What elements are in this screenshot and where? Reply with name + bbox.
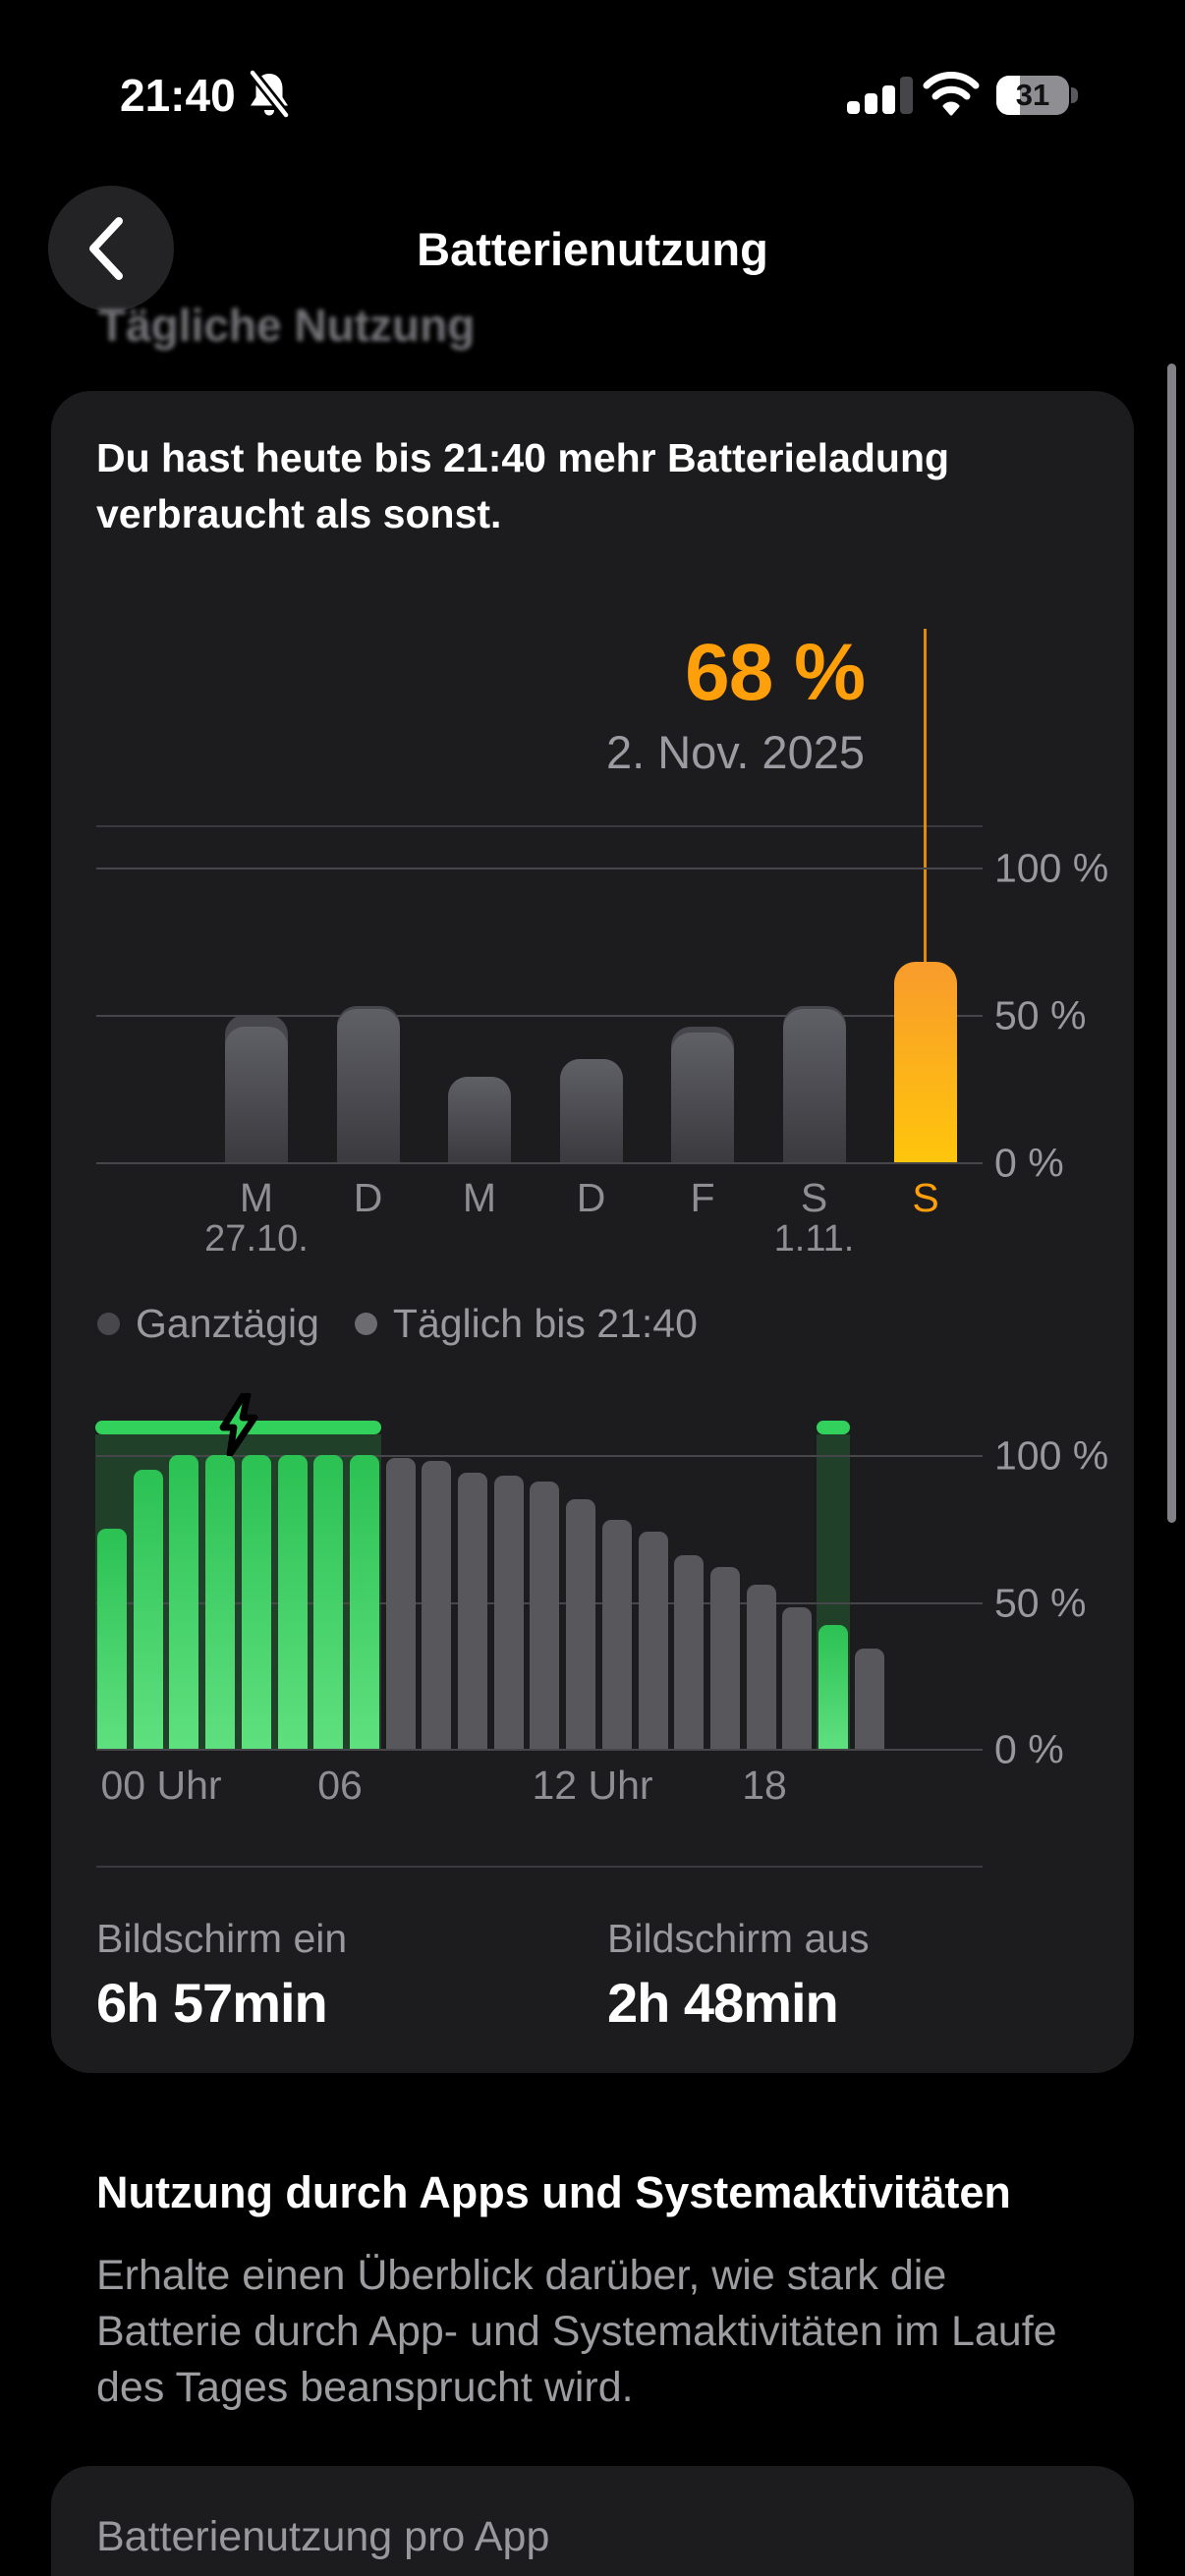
hourly-level-bar[interactable] xyxy=(854,1649,884,1749)
hourly-level-bar-charging[interactable] xyxy=(241,1455,271,1749)
selected-day-date: 2. Nov. 2025 xyxy=(605,726,865,778)
selection-indicator-line xyxy=(924,629,927,963)
battery-percent-value: 31 xyxy=(1015,78,1050,112)
hourly-level-bar-charging[interactable] xyxy=(277,1455,308,1749)
hour-axis-label: 18 xyxy=(742,1763,787,1808)
hourly-level-bar-charging[interactable] xyxy=(133,1469,163,1749)
weekly-bar-until-now[interactable] xyxy=(671,1033,734,1162)
status-clock: 21:40 xyxy=(120,70,236,121)
status-bar: 21:40 31 xyxy=(0,0,1185,138)
hourly-level-bar[interactable] xyxy=(458,1472,487,1749)
hourly-level-bar[interactable] xyxy=(530,1481,560,1749)
weekly-bar-until-now[interactable] xyxy=(448,1077,511,1162)
hourly-level-bar[interactable] xyxy=(493,1475,524,1749)
day-label: M xyxy=(239,1175,274,1220)
section-header-taegliche-nutzung: Tägliche Nutzung xyxy=(98,300,476,351)
hour-axis-label: 06 xyxy=(317,1763,363,1808)
day-label: M xyxy=(462,1175,497,1220)
divider xyxy=(96,1866,983,1868)
legend-item-full-day: Ganztägig xyxy=(97,1301,319,1347)
gridline xyxy=(96,1015,983,1017)
screen-off-label: Bildschirm aus xyxy=(607,1916,870,1961)
screen-on-label: Bildschirm ein xyxy=(96,1916,348,1961)
day-label: D xyxy=(576,1175,606,1220)
back-button[interactable] xyxy=(48,186,174,311)
hourly-level-bar[interactable] xyxy=(601,1519,632,1749)
date-label: 1.11. xyxy=(773,1218,855,1260)
apps-section-heading: Nutzung durch Apps und Systemaktivitäten xyxy=(96,2167,1011,2217)
battery-status-icon: 31 xyxy=(996,76,1079,115)
hourly-level-bar[interactable] xyxy=(746,1584,776,1749)
hour-axis-label: 00 Uhr xyxy=(100,1763,222,1808)
legend-dot-until-now xyxy=(354,1313,377,1335)
date-label: 27.10. xyxy=(204,1218,309,1260)
hourly-level-bar[interactable] xyxy=(566,1498,596,1749)
cellular-signal-icon xyxy=(847,75,916,114)
battery-level-chart[interactable]: 100 % 50 % 0 % 00 Uhr 06 12 Uhr 18 xyxy=(51,391,1134,2073)
notifications-silenced-icon xyxy=(244,69,295,120)
screen-on-value: 6h 57min xyxy=(96,1972,328,2034)
y-axis-tick-label: 100 % xyxy=(994,1432,1109,1479)
y-axis-tick-label: 0 % xyxy=(994,1140,1064,1186)
battery-usage-per-app-card[interactable]: Batterienutzung pro App xyxy=(51,2466,1134,2576)
hourly-level-bar[interactable] xyxy=(422,1460,452,1749)
hourly-level-bar[interactable] xyxy=(385,1457,416,1749)
daily-usage-card: Du hast heute bis 21:40 mehr Batterielad… xyxy=(51,391,1134,2073)
hourly-level-bar[interactable] xyxy=(674,1554,705,1749)
legend-item-until-now: Täglich bis 21:40 xyxy=(354,1301,698,1347)
screen-off-value: 2h 48min xyxy=(607,1972,839,2034)
usage-summary-text: Du hast heute bis 21:40 mehr Batterielad… xyxy=(96,435,950,536)
hourly-level-bar[interactable] xyxy=(638,1531,668,1749)
y-axis-tick-label: 0 % xyxy=(994,1726,1064,1772)
chevron-left-icon xyxy=(89,217,123,280)
gridline xyxy=(96,868,983,869)
hourly-level-bar-charging[interactable] xyxy=(169,1455,199,1749)
hourly-level-bar-charging[interactable] xyxy=(97,1528,127,1749)
hourly-level-bar[interactable] xyxy=(709,1566,740,1749)
hourly-level-bar-charging[interactable] xyxy=(349,1455,379,1749)
weekly-usage-chart[interactable]: 100 % 50 % 0 % M 27.10. D M D F S 1.11. S xyxy=(51,391,1134,2073)
gridline xyxy=(96,1749,983,1751)
y-axis-tick-label: 50 % xyxy=(994,992,1087,1038)
weekly-bar-until-now[interactable] xyxy=(782,1009,846,1162)
y-axis-tick-label: 100 % xyxy=(994,845,1109,891)
weekly-bar-until-now[interactable] xyxy=(559,1059,623,1162)
charging-bolt-icon xyxy=(215,1391,262,1458)
hourly-level-bar-charging[interactable] xyxy=(818,1625,848,1749)
weekly-bar-until-now[interactable] xyxy=(225,1027,288,1162)
hourly-level-bar-charging[interactable] xyxy=(205,1455,236,1749)
hourly-level-bar[interactable] xyxy=(782,1607,813,1749)
day-label: S xyxy=(912,1175,939,1220)
selected-day-percent: 68 % xyxy=(685,628,866,717)
charging-period-capsule xyxy=(817,1421,850,1434)
hourly-level-bar-charging[interactable] xyxy=(313,1455,344,1749)
chart-legend: Ganztägig Täglich bis 21:40 xyxy=(97,1301,698,1347)
page-title: Batterienutzung xyxy=(417,223,768,275)
day-label: S xyxy=(800,1175,828,1220)
y-axis-tick-label: 50 % xyxy=(994,1580,1087,1625)
battery-usage-per-app-title: Batterienutzung pro App xyxy=(96,2513,550,2560)
gridline xyxy=(96,1162,983,1164)
gridline xyxy=(96,1455,983,1457)
apps-section-description: Erhalte einen Überblick darüber, wie sta… xyxy=(96,2252,1057,2411)
divider xyxy=(96,825,983,827)
wifi-icon xyxy=(922,71,981,116)
day-label: D xyxy=(353,1175,383,1220)
weekly-bar-selected[interactable] xyxy=(894,962,957,1162)
weekly-bar-until-now[interactable] xyxy=(336,1009,400,1162)
scrollbar[interactable] xyxy=(1167,364,1176,1523)
hour-axis-label: 12 Uhr xyxy=(532,1763,653,1808)
legend-dot-full-day xyxy=(97,1313,120,1335)
day-label: F xyxy=(690,1175,715,1220)
